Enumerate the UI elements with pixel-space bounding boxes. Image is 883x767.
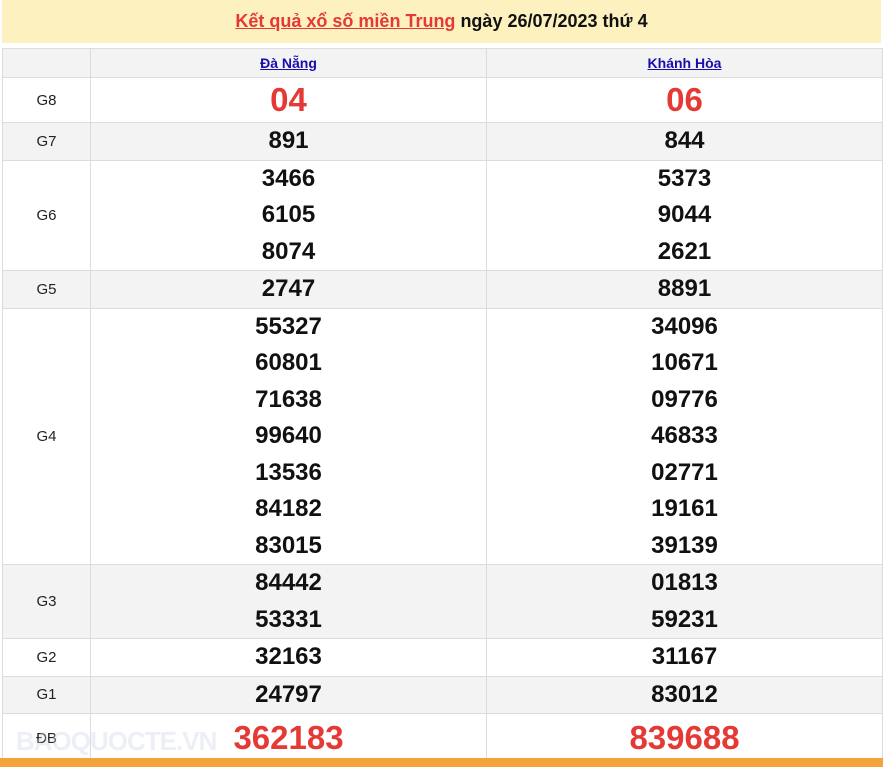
prize-label: G1 [2, 675, 91, 714]
prize-cell: 01813 59231 [486, 564, 883, 639]
prize-number: 02771 [651, 458, 718, 486]
results-table: Đà Nẵng Khánh Hòa G8 04 06 G7 891 844 G6 3466 61… [2, 48, 883, 763]
prize-number: 55327 [255, 312, 322, 340]
prize-cell: 31167 [486, 638, 883, 677]
prize-number: 6105 [261, 201, 316, 228]
prize-number: 01813 [651, 569, 718, 596]
prize-cell: 839688 [486, 713, 883, 763]
prize-cell: 844 [486, 122, 883, 161]
prize-number: 83015 [255, 531, 322, 559]
prize-cell: 362183 [90, 713, 487, 763]
prize-row: G8 04 06 [2, 77, 883, 123]
prize-number: 84442 [255, 569, 322, 596]
prize-cell: 8891 [486, 270, 883, 309]
prize-number: 53331 [255, 605, 322, 633]
prize-row: G4 55327 60801 71638 99640 13536 84182 83015 340… [2, 307, 883, 565]
prize-number: 83012 [651, 680, 718, 708]
prize-number: 844 [664, 127, 705, 154]
prize-number: 34096 [651, 312, 718, 340]
prize-number: 2621 [657, 237, 712, 265]
prize-label: G6 [2, 159, 91, 271]
prize-number: 5373 [657, 164, 712, 192]
prize-label: G4 [2, 307, 91, 565]
prize-number: 24797 [255, 680, 322, 708]
prize-number: 362183 [233, 719, 344, 756]
bottom-bar [0, 758, 883, 767]
province-link-khanh-hoa[interactable]: Khánh Hòa [647, 55, 722, 71]
prize-number: 04 [270, 81, 307, 118]
prize-row: G6 3466 6105 8074 5373 9044 2621 [2, 159, 883, 271]
prize-cell: 24797 [90, 675, 487, 714]
prize-label: G5 [2, 270, 91, 309]
prize-number: 10671 [651, 349, 718, 376]
prize-cell: 84442 53331 [90, 564, 487, 639]
mien-trung-link[interactable]: Kết quả xổ số miền Trung [235, 11, 456, 31]
prize-cell: 06 [486, 77, 883, 123]
prize-number: 39139 [651, 531, 718, 559]
prize-cell: 34096 10671 09776 46833 02771 19161 39139 [486, 307, 883, 565]
prize-cell: 3466 6105 8074 [90, 159, 487, 271]
prize-row: G3 84442 53331 01813 59231 [2, 564, 883, 639]
prize-row: G2 32163 31167 [2, 638, 883, 677]
prize-cell: 55327 60801 71638 99640 13536 84182 83015 [90, 307, 487, 565]
prize-number: 06 [666, 81, 703, 118]
prize-row: G7 891 844 [2, 122, 883, 161]
prize-cell: 04 [90, 77, 487, 123]
prize-number: 3466 [261, 164, 316, 192]
prize-number: 8074 [261, 237, 316, 265]
prize-label: G3 [2, 564, 91, 639]
prize-number: 891 [268, 127, 309, 154]
prize-number: 32163 [255, 643, 322, 670]
prize-label: G7 [2, 122, 91, 161]
prize-number: 839688 [629, 719, 740, 756]
prize-row: G1 24797 83012 [2, 675, 883, 714]
prize-label: G8 [2, 77, 91, 123]
prize-cell: 32163 [90, 638, 487, 677]
results-date: ngày 26/07/2023 thứ 4 [455, 11, 648, 31]
prize-number: 99640 [255, 422, 322, 449]
prize-number: 8891 [657, 275, 712, 302]
prize-cell: 5373 9044 2621 [486, 159, 883, 271]
prize-cell: 83012 [486, 675, 883, 714]
prize-number: 60801 [255, 349, 322, 376]
results-title: Kết quả xổ số miền Trung ngày 26/07/2023… [2, 0, 881, 43]
prize-number: 59231 [651, 605, 718, 633]
prize-cell: 2747 [90, 270, 487, 309]
prize-label: ĐB [2, 713, 91, 763]
province-header: Đà Nẵng [90, 48, 487, 78]
prize-row: ĐB 362183 839688 [2, 713, 883, 763]
prize-number: 84182 [255, 495, 322, 522]
watermark-logo: BAOQUOCTE.VN [16, 726, 217, 756]
prize-row: G5 2747 8891 [2, 270, 883, 309]
prize-number: 46833 [651, 422, 718, 449]
prize-cell: 891 [90, 122, 487, 161]
province-header: Khánh Hòa [486, 48, 883, 78]
province-link-da-nang[interactable]: Đà Nẵng [260, 55, 317, 71]
prize-number: 09776 [651, 385, 718, 413]
prize-number: 9044 [657, 201, 712, 228]
prize-number: 19161 [651, 495, 718, 522]
prize-number: 71638 [255, 385, 322, 413]
prize-number: 2747 [261, 275, 316, 302]
prize-number: 13536 [255, 458, 322, 486]
prize-number: 31167 [651, 643, 718, 670]
header-empty [2, 48, 91, 78]
prize-label: G2 [2, 638, 91, 677]
